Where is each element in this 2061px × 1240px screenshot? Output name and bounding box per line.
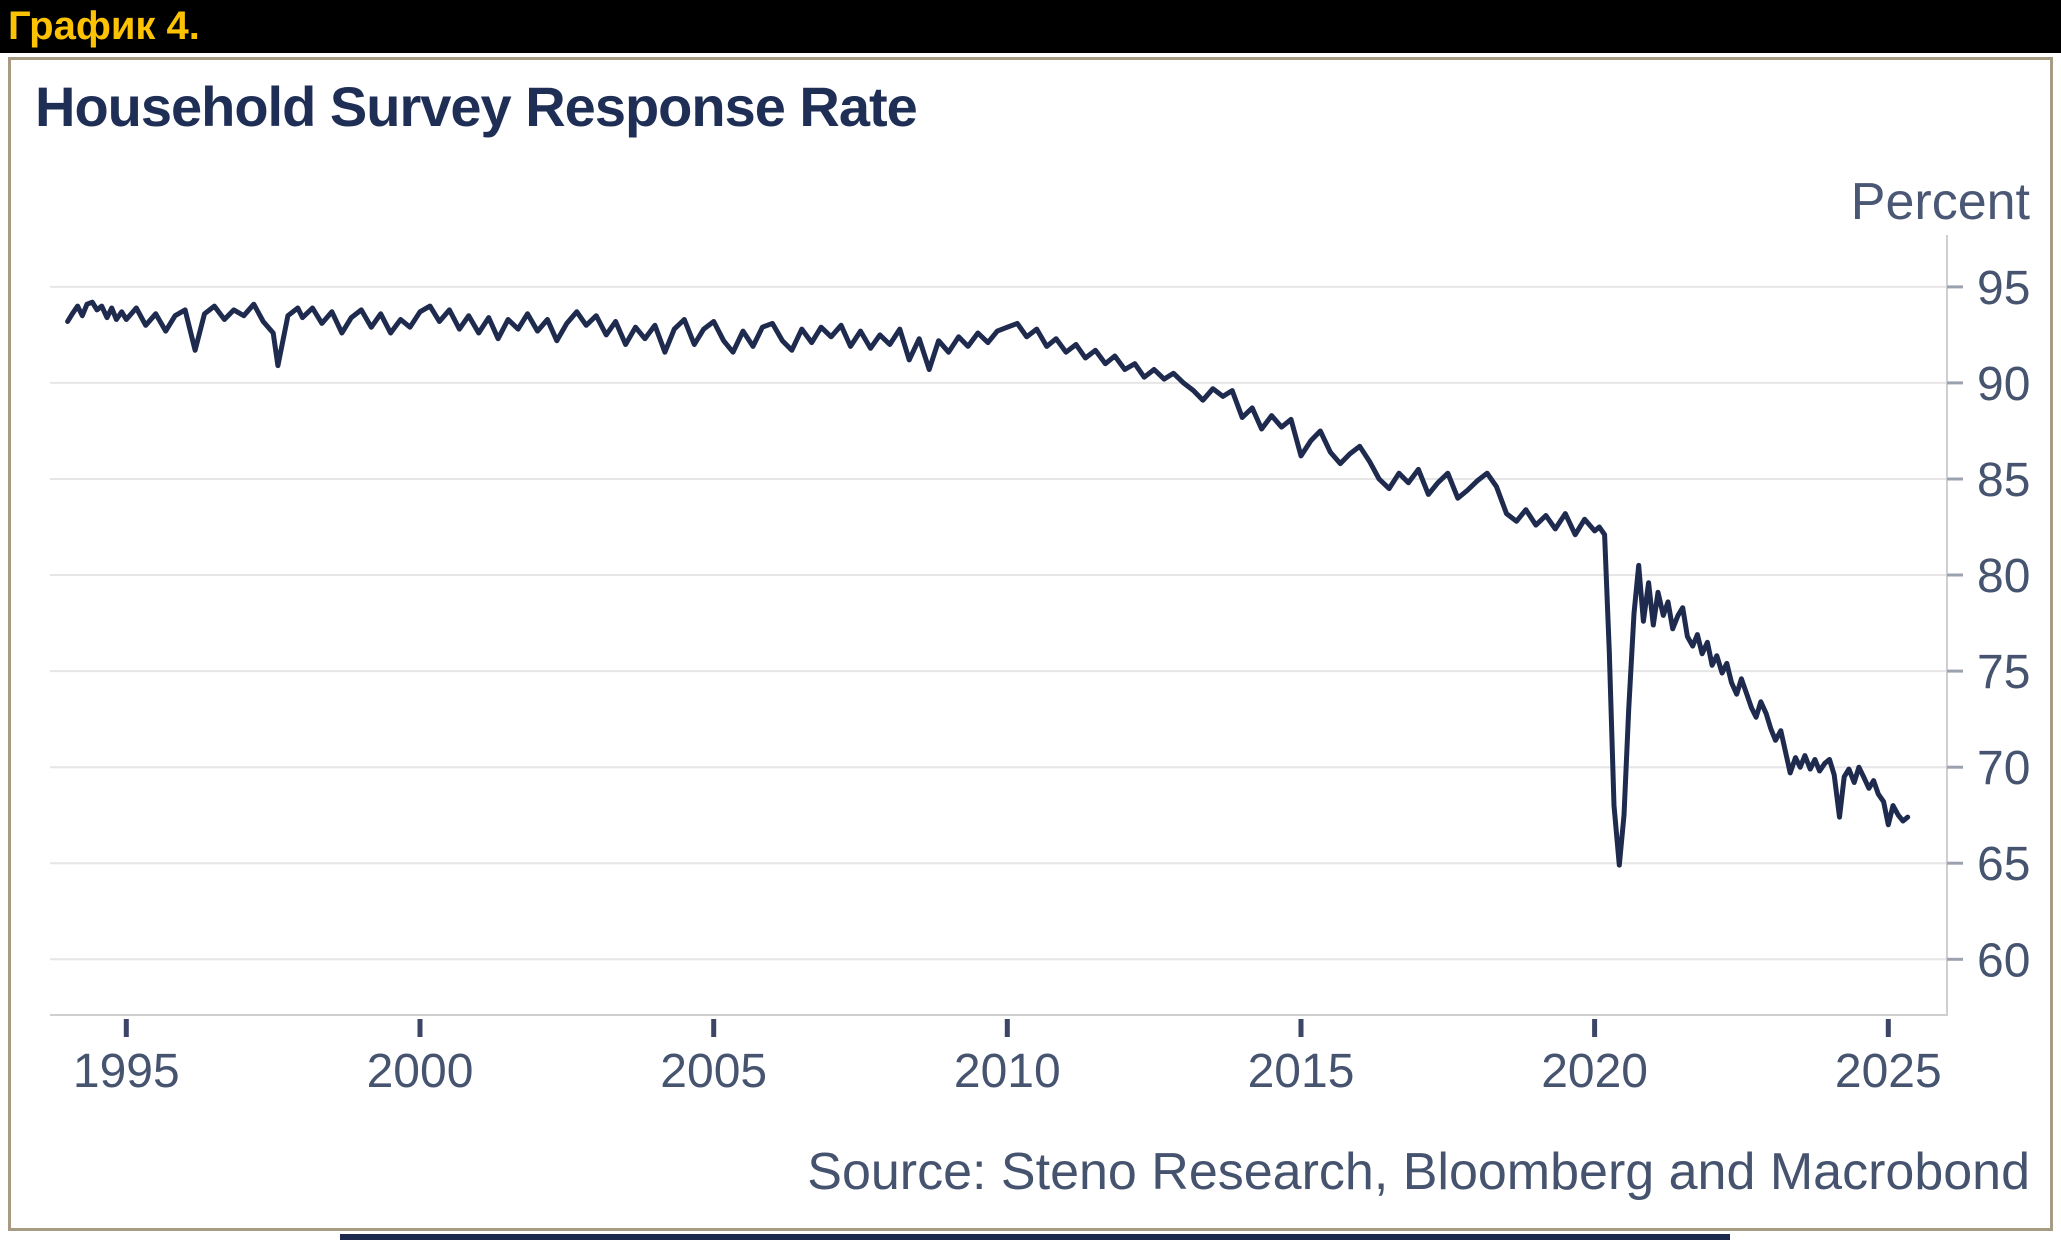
source-label: Source: Steno Research, Bloomberg and Ma… (807, 1143, 2030, 1201)
x-tick-label: 1995 (73, 1045, 180, 1098)
y-tick-label: 85 (1977, 454, 2030, 507)
response-rate-line (65, 299, 1911, 868)
bottom-accent-bar (340, 1234, 1730, 1240)
chart-title: Household Survey Response Rate (35, 75, 918, 138)
y-tick-label: 95 (1977, 262, 2030, 315)
y-tick-label: 70 (1977, 742, 2030, 795)
y-tick-label: 60 (1977, 934, 2030, 987)
y-tick-label: 80 (1977, 550, 2030, 603)
y-axis-unit-label: Percent (1850, 173, 2030, 231)
x-tick-label: 2000 (367, 1045, 474, 1098)
chart-card: 95 90 85 80 75 70 65 60 1995 2000 2005 2010 2015 2020… (8, 57, 2053, 1231)
figure-label: График 4. (8, 4, 200, 48)
y-tick-label: 65 (1977, 838, 2030, 891)
x-tick-label: 2005 (660, 1045, 767, 1098)
chart-plot: 95 90 85 80 75 70 65 60 1995 2000 2005 2010 2015 2020… (50, 235, 2030, 1098)
chart-card-inner: 95 90 85 80 75 70 65 60 1995 2000 2005 2010 2015 2020… (11, 60, 2050, 1228)
x-tick-label: 2015 (1248, 1045, 1355, 1098)
x-tick-label: 2025 (1835, 1045, 1942, 1098)
y-tick-label: 75 (1977, 646, 2030, 699)
x-tick-label: 2020 (1541, 1045, 1648, 1098)
y-tick-label: 90 (1977, 358, 2030, 411)
header-bar: График 4. (0, 0, 2061, 53)
x-tick-label: 2010 (954, 1045, 1061, 1098)
